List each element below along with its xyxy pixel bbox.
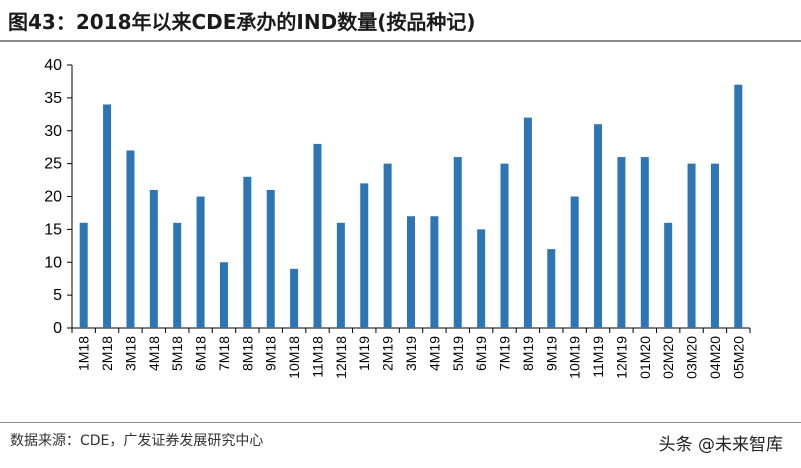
source-note: 数据来源：CDE，广发证券发展研究中心 — [10, 433, 264, 449]
footer-divider — [0, 422, 801, 423]
watermark-text: 头条 @未来智库 — [658, 435, 783, 455]
x-tick-label: 3M18 — [122, 336, 138, 371]
x-tick-label: 12M19 — [613, 336, 629, 379]
bar — [266, 189, 275, 328]
x-tick-label: 7M19 — [497, 336, 513, 371]
bar — [219, 262, 228, 328]
chart-title: 图43：2018年以来CDE承办的IND数量(按品种记) — [8, 10, 476, 34]
x-tick-label: 11M19 — [590, 336, 606, 378]
bar — [734, 84, 743, 328]
bar — [173, 222, 182, 328]
x-tick-label: 6M18 — [193, 336, 209, 371]
bar — [383, 163, 392, 328]
bar — [594, 124, 603, 328]
bar — [360, 183, 369, 328]
x-tick-label: 10M19 — [567, 336, 583, 379]
bar — [149, 189, 158, 328]
bar — [453, 157, 462, 328]
x-tick-label: 1M19 — [356, 336, 372, 371]
x-tick-label: 12M18 — [333, 336, 349, 379]
bar — [196, 196, 205, 328]
x-tick-label: 02M20 — [660, 336, 676, 379]
y-tick-label: 5 — [53, 287, 62, 304]
x-tick-label: 8M18 — [239, 336, 255, 371]
x-tick-label: 01M20 — [637, 336, 653, 379]
x-tick-label: 5M19 — [450, 336, 466, 371]
bar — [547, 249, 556, 328]
y-tick-label: 0 — [53, 320, 62, 337]
x-tick-label: 4M18 — [146, 336, 162, 371]
y-tick-label: 30 — [44, 123, 62, 140]
x-tick-label: 9M19 — [543, 336, 559, 371]
bar-chart: 0 5 10 15 20 25 30 35 40 1M18 2M18 3M18 4M18 5M18 6M18… — [44, 57, 751, 379]
bar — [103, 104, 112, 328]
bar — [243, 176, 252, 328]
bar — [570, 196, 579, 328]
bar — [617, 157, 626, 328]
x-tick-label: 5M18 — [169, 336, 185, 371]
x-tick-label: 05M20 — [730, 336, 746, 379]
x-tick-label: 3M19 — [403, 336, 419, 371]
bar — [687, 163, 696, 328]
x-tick-label: 7M18 — [216, 336, 232, 371]
x-tick-label: 2M18 — [99, 336, 115, 371]
bar — [79, 222, 88, 328]
x-tick-label: 1M18 — [76, 336, 92, 371]
x-tick-label: 04M20 — [707, 336, 723, 379]
bar — [313, 143, 322, 328]
bar — [477, 229, 486, 328]
x-tick-label: 03M20 — [684, 336, 700, 379]
y-tick-label: 25 — [44, 156, 62, 173]
x-tick-label: 9M18 — [263, 336, 279, 371]
bar — [290, 268, 299, 328]
title-divider — [0, 40, 801, 42]
bar — [640, 157, 649, 328]
y-tick-label: 10 — [44, 254, 62, 271]
x-tick-label: 2M19 — [380, 336, 396, 371]
bar — [710, 163, 719, 328]
bar — [336, 222, 345, 328]
x-tick-label: 4M19 — [426, 336, 442, 371]
x-tick-label: 10M18 — [286, 336, 302, 379]
x-tick-label: 6M19 — [473, 336, 489, 371]
bar — [126, 150, 135, 328]
bar — [430, 216, 439, 328]
x-tick-label: 11M18 — [309, 336, 325, 378]
y-tick-label: 35 — [44, 90, 62, 107]
bar — [664, 222, 673, 328]
y-tick-label: 15 — [44, 221, 62, 238]
bar — [407, 216, 415, 328]
y-tick-label: 20 — [44, 189, 62, 206]
x-tick-label: 8M19 — [520, 336, 536, 371]
y-tick-label: 40 — [44, 57, 62, 74]
bar — [523, 117, 532, 328]
bar — [500, 163, 509, 328]
